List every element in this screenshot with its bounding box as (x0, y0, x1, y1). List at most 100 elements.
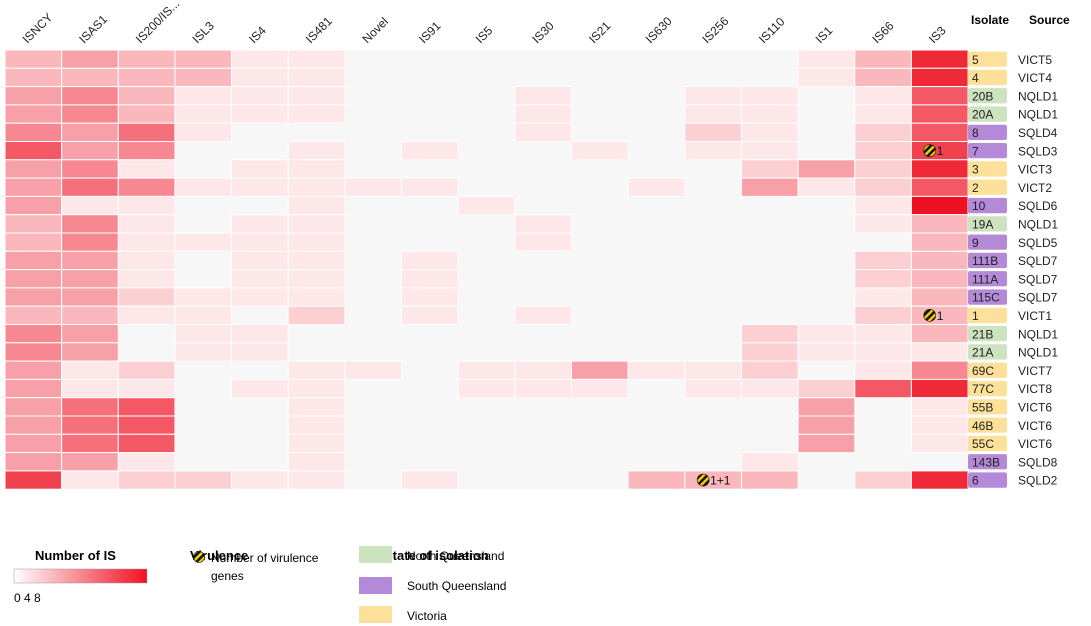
heatmap-cell (628, 86, 685, 105)
heatmap-cell (684, 178, 742, 197)
source-label: VICT5 (1018, 53, 1052, 67)
heatmap-cell (684, 122, 742, 142)
heatmap-cell (4, 287, 63, 307)
heatmap-cell (571, 452, 629, 471)
heatmap-cell (740, 86, 799, 106)
heatmap-cell (798, 141, 855, 160)
heatmap-cell (231, 361, 289, 380)
isolate-label: 7 (972, 144, 979, 158)
isolate-badge (968, 472, 1007, 488)
heatmap-cell (571, 233, 629, 252)
heatmap-cell (287, 86, 346, 106)
heatmap-cell (740, 159, 799, 179)
heatmap-cell (61, 305, 119, 326)
color-scale-ticks: 0 4 8 (14, 591, 41, 605)
heatmap-cell (231, 378, 289, 399)
heatmap-cell (4, 67, 63, 88)
isolate-badge (968, 399, 1007, 415)
heatmap-cell (854, 233, 912, 252)
heatmap-cell (514, 287, 572, 307)
heatmap-cell (61, 269, 119, 289)
source-label: SQLD8 (1018, 455, 1058, 469)
heatmap-cell (61, 86, 119, 106)
heatmap-cell (684, 324, 742, 343)
heatmap-cell (797, 397, 856, 417)
source-label: SQLD7 (1018, 254, 1058, 268)
source-label: VICT6 (1018, 401, 1052, 415)
heatmap-cell (4, 324, 63, 344)
heatmap-cell (910, 287, 969, 307)
heatmap-cell (4, 452, 63, 472)
heatmap-cell (401, 123, 459, 142)
heatmap-cell (741, 287, 799, 307)
heatmap-cell (571, 141, 629, 161)
heatmap-cell (174, 177, 233, 197)
heatmap-cell (458, 141, 515, 160)
heatmap-cell (741, 397, 799, 416)
heatmap-cell (910, 49, 969, 69)
heatmap-cell (627, 360, 686, 380)
heatmap-cell (61, 324, 119, 344)
source-label: VICT7 (1018, 364, 1052, 378)
heatmap-cell (854, 269, 912, 289)
heatmap-cell (798, 306, 855, 325)
heatmap-cell (117, 159, 176, 179)
heatmap-cell (798, 104, 855, 124)
heatmap-cell (798, 251, 855, 270)
heatmap-cell (910, 470, 969, 490)
heatmap-cell (514, 178, 572, 197)
heatmap-cell (628, 251, 685, 270)
heatmap-cell (458, 123, 515, 142)
source-label: NQLD1 (1018, 108, 1058, 122)
heatmap-cell (684, 269, 742, 288)
source-label: SQLD2 (1018, 474, 1058, 488)
column-header: IS481 (303, 14, 335, 46)
heatmap-cell (231, 177, 289, 197)
heatmap-cell (458, 416, 515, 435)
source-label: VICT6 (1018, 437, 1052, 451)
heatmap-cell (401, 324, 459, 343)
heatmap-cell (118, 342, 175, 362)
heatmap-cell (401, 214, 459, 233)
heatmap-cell (231, 452, 289, 471)
heatmap-cell (910, 86, 969, 106)
source-label: VICT6 (1018, 419, 1052, 433)
heatmap-cell (854, 378, 912, 399)
heatmap-cell (457, 195, 516, 216)
heatmap-cell (4, 159, 63, 179)
heatmap-cell (797, 159, 856, 179)
heatmap-cell (401, 397, 459, 416)
heatmap-cell (458, 68, 515, 87)
heatmap-cell (571, 306, 629, 325)
heatmap-cell (344, 123, 402, 142)
heatmap-cell (740, 360, 799, 380)
heatmap-cell (174, 342, 233, 362)
heatmap-cell (571, 470, 629, 490)
heatmap-cell (684, 416, 742, 435)
heatmap-cell (514, 378, 572, 399)
heatmap-cell (514, 159, 572, 179)
heatmap-cell (684, 306, 742, 325)
heatmap-cell (740, 177, 799, 197)
heatmap-cell (458, 251, 515, 270)
heatmap-cell (571, 269, 629, 288)
heatmap-cell (231, 416, 289, 435)
heatmap-cell (401, 196, 459, 215)
heatmap-cell (458, 86, 515, 105)
column-header: IS4 (246, 23, 269, 46)
heatmap-cell (344, 360, 403, 380)
virulence-marker (696, 473, 710, 487)
heatmap-cell (231, 141, 289, 160)
heatmap-cell (514, 269, 572, 288)
heatmap-cell (797, 49, 856, 69)
heatmap-cell (458, 104, 515, 124)
isolate-badge (968, 88, 1007, 104)
heatmap-cell (514, 196, 572, 215)
heatmap-cell (458, 287, 515, 307)
heatmap-cell (174, 196, 232, 215)
heatmap-cell (287, 470, 346, 490)
heatmap-cell (287, 250, 346, 271)
isolate-label: 20A (972, 108, 993, 122)
column-header: IS5 (473, 23, 496, 46)
heatmap-cell (288, 342, 345, 362)
